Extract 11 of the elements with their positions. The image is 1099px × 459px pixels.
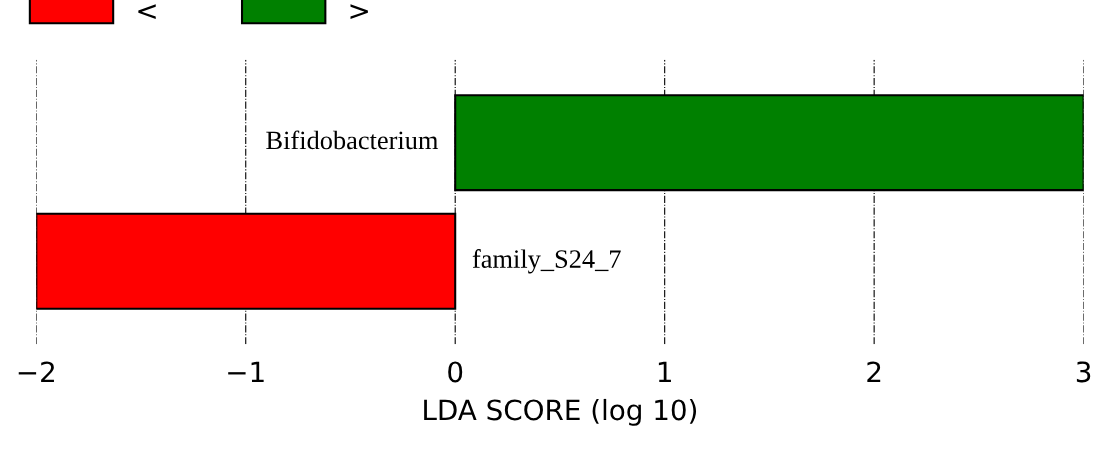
y-tick-label: family_S24_7 bbox=[472, 249, 621, 274]
x-tick-label: 2 bbox=[867, 361, 881, 383]
x-axis-title: LDA SCORE (log 10) bbox=[424, 398, 697, 426]
y-tick-label: Bifidobacterium bbox=[266, 130, 439, 150]
x-tick-label: −1 bbox=[228, 361, 264, 383]
legend-label: < bbox=[138, 4, 156, 20]
legend-label: > bbox=[350, 4, 368, 20]
x-tick-label: 0 bbox=[448, 361, 463, 383]
x-tick-label: 3 bbox=[1076, 361, 1091, 383]
x-tick-label: −2 bbox=[18, 361, 54, 383]
x-tick-label: 1 bbox=[658, 361, 671, 383]
